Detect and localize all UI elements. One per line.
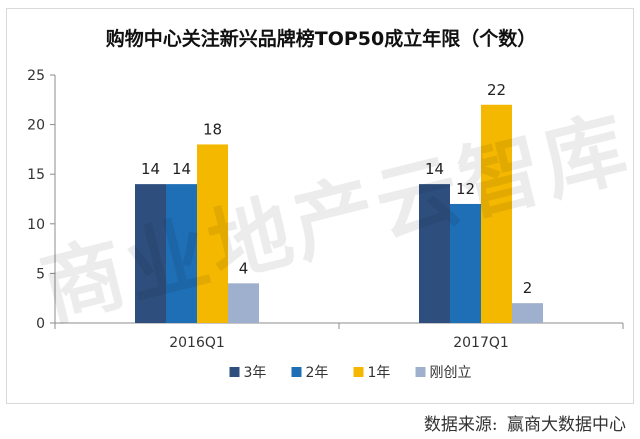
bar — [135, 184, 166, 323]
y-tick-label: 5 — [36, 266, 45, 282]
legend-swatch — [415, 367, 426, 377]
chart-frame: 购物中心关注新兴品牌榜TOP50成立年限（个数） 0 5 10 15 20 25 2016Q… — [6, 8, 640, 404]
data-label: 22 — [487, 81, 506, 99]
legend-label: 1年 — [368, 365, 391, 381]
source-note: 数据来源: 赢商大数据中心 — [420, 410, 626, 435]
data-label: 14 — [172, 160, 191, 178]
legend-swatch — [291, 367, 302, 377]
data-label: 12 — [456, 180, 475, 198]
legend-swatch — [353, 367, 364, 377]
source-value: 赢商大数据中心 — [507, 415, 626, 435]
data-label: 2 — [523, 279, 533, 297]
chart-title: 购物中心关注新兴品牌榜TOP50成立年限（个数） — [106, 27, 536, 50]
y-tick-label: 0 — [36, 316, 45, 332]
data-label: 14 — [425, 160, 444, 178]
data-label: 14 — [141, 160, 160, 178]
x-tick-label: 2016Q1 — [169, 335, 225, 351]
y-tick-label: 10 — [27, 217, 45, 233]
legend-swatch — [229, 367, 240, 377]
data-label: 18 — [203, 120, 222, 138]
chart-svg: 购物中心关注新兴品牌榜TOP50成立年限（个数） 0 5 10 15 20 25 2016Q… — [27, 27, 624, 381]
legend-label: 2年 — [306, 365, 329, 381]
data-label: 4 — [239, 259, 249, 277]
source-label: 数据来源: — [423, 415, 498, 435]
bar — [512, 303, 543, 323]
bar — [197, 144, 228, 323]
x-tick-label: 2017Q1 — [453, 335, 509, 351]
y-tick-label: 15 — [27, 167, 45, 183]
bar — [419, 184, 450, 323]
legend-label: 刚创立 — [430, 365, 472, 381]
legend-label: 3年 — [244, 365, 267, 381]
bar — [481, 104, 512, 323]
bar — [228, 283, 259, 323]
bar — [450, 203, 481, 323]
y-tick-label: 25 — [27, 68, 45, 84]
bar — [166, 184, 197, 323]
y-tick-label: 20 — [27, 118, 45, 134]
